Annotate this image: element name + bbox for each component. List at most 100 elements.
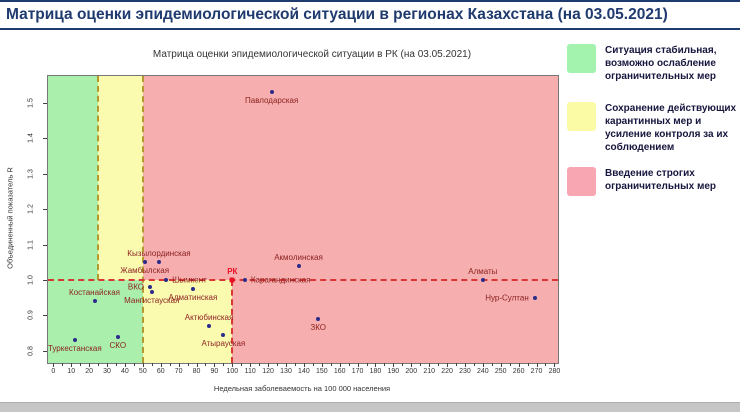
x-tick-label: 190 bbox=[387, 368, 400, 375]
legend-label: Сохранение действующих карантинных мер и… bbox=[605, 103, 737, 153]
zone-border-line-upper bbox=[97, 76, 100, 280]
region-label: Алматы bbox=[468, 266, 498, 276]
y-axis-label: Объединенный показатель R bbox=[5, 167, 15, 269]
y-tick-label: 1.2 bbox=[27, 204, 35, 214]
title-underline bbox=[0, 28, 740, 30]
region-label: Мангистауская bbox=[124, 296, 180, 306]
y-tick-mark bbox=[43, 244, 47, 246]
x-tick-mark bbox=[411, 363, 413, 367]
zone-border-line-lower bbox=[231, 279, 234, 363]
matrix-zone-lower bbox=[48, 279, 143, 363]
region-label: Шымкент bbox=[172, 275, 207, 285]
x-minor-tick-mark bbox=[438, 363, 440, 366]
x-tick-mark bbox=[375, 363, 377, 367]
x-tick-label: 50 bbox=[138, 368, 147, 375]
region-label: ВКО bbox=[127, 282, 144, 292]
plot-area: 0 10 20 30 40 50 60 70 80 90 100 110 120 130 140 150 160… bbox=[28, 75, 560, 375]
x-minor-tick-mark bbox=[277, 363, 279, 366]
y-tick-mark bbox=[43, 173, 47, 175]
x-tick-mark bbox=[482, 363, 484, 367]
region-label: Кызылординская bbox=[127, 249, 191, 259]
x-minor-tick-mark bbox=[420, 363, 422, 366]
x-minor-tick-mark bbox=[98, 363, 100, 366]
x-tick-label: 230 bbox=[459, 368, 471, 375]
x-tick-label: 130 bbox=[280, 368, 292, 375]
x-tick-mark bbox=[447, 363, 449, 367]
data-point-rk bbox=[229, 277, 235, 283]
y-tick-mark bbox=[43, 315, 47, 317]
x-tick-mark bbox=[107, 363, 109, 367]
x-tick-label: 20 bbox=[85, 368, 94, 375]
x-tick-label: 270 bbox=[530, 368, 543, 375]
y-tick-label: 1.4 bbox=[27, 133, 35, 143]
x-tick-label: 100 bbox=[226, 368, 239, 375]
x-tick-mark bbox=[429, 363, 431, 367]
x-tick-mark bbox=[554, 363, 556, 367]
x-tick-mark bbox=[196, 363, 198, 367]
y-tick-mark bbox=[43, 279, 47, 281]
x-tick-mark bbox=[142, 363, 144, 367]
x-tick-label: 120 bbox=[262, 368, 274, 375]
zone-border-line-mid bbox=[141, 76, 144, 363]
data-point bbox=[242, 277, 247, 282]
x-minor-tick-mark bbox=[312, 363, 314, 366]
x-minor-tick-mark bbox=[223, 363, 225, 366]
x-minor-tick-mark bbox=[509, 363, 511, 366]
data-point bbox=[190, 286, 195, 291]
region-label: Карагандинская bbox=[250, 275, 311, 285]
region-label: Костанайская bbox=[69, 288, 120, 298]
data-point bbox=[296, 263, 301, 268]
data-point bbox=[316, 317, 321, 321]
x-tick-label: 40 bbox=[121, 368, 129, 375]
region-label: Жамбылская bbox=[120, 266, 170, 276]
x-tick-mark bbox=[268, 363, 270, 367]
x-minor-tick-mark bbox=[384, 363, 386, 366]
x-minor-tick-mark bbox=[402, 363, 404, 366]
x-minor-tick-mark bbox=[294, 363, 296, 366]
x-tick-label: 30 bbox=[103, 368, 111, 375]
y-tick-label: 1.0 bbox=[27, 275, 35, 285]
x-axis-label: Недельная заболеваемость на 100 000 насе… bbox=[213, 384, 391, 393]
x-tick-mark bbox=[124, 363, 126, 367]
x-tick-mark bbox=[500, 363, 502, 367]
legend-label: Введение строгих ограничительных мер bbox=[605, 168, 717, 192]
x-tick-mark bbox=[160, 363, 162, 367]
x-minor-tick-mark bbox=[80, 363, 82, 366]
matrix-zone-upper bbox=[48, 76, 99, 280]
x-minor-tick-mark bbox=[491, 363, 493, 366]
x-tick-label: 250 bbox=[494, 368, 507, 375]
x-tick-label: 170 bbox=[351, 368, 364, 375]
x-tick-mark bbox=[71, 363, 73, 367]
x-tick-label: 0 bbox=[51, 368, 56, 375]
x-tick-label: 220 bbox=[441, 368, 453, 375]
x-tick-mark bbox=[53, 363, 55, 367]
x-minor-tick-mark bbox=[62, 363, 64, 366]
legend-swatch bbox=[567, 44, 596, 73]
x-tick-label: 200 bbox=[405, 368, 418, 375]
x-tick-label: 90 bbox=[210, 368, 219, 375]
x-tick-label: 110 bbox=[244, 368, 256, 375]
data-point bbox=[92, 299, 97, 304]
top-divider bbox=[0, 0, 740, 2]
x-tick-mark bbox=[178, 363, 180, 367]
x-tick-label: 280 bbox=[548, 368, 561, 375]
x-tick-label: 70 bbox=[174, 368, 183, 375]
x-minor-tick-mark bbox=[116, 363, 117, 366]
y-tick-mark bbox=[43, 350, 47, 352]
x-tick-mark bbox=[232, 363, 234, 367]
matrix-zone-lower bbox=[142, 279, 233, 363]
x-tick-mark bbox=[393, 363, 395, 367]
x-minor-tick-mark bbox=[456, 363, 457, 366]
data-point bbox=[164, 277, 169, 282]
y-tick-mark bbox=[43, 209, 47, 211]
matrix-zone-upper bbox=[98, 76, 143, 280]
matrix-zone-lower bbox=[232, 279, 558, 363]
region-label: Павлодарская bbox=[245, 95, 299, 105]
x-minor-tick-mark bbox=[205, 363, 207, 366]
y-tick-mark bbox=[43, 102, 47, 104]
x-tick-label: 240 bbox=[476, 368, 489, 375]
region-label: СКО bbox=[109, 340, 127, 350]
x-minor-tick-mark bbox=[473, 363, 475, 366]
data-point bbox=[532, 295, 537, 300]
legend-swatch bbox=[567, 167, 596, 196]
